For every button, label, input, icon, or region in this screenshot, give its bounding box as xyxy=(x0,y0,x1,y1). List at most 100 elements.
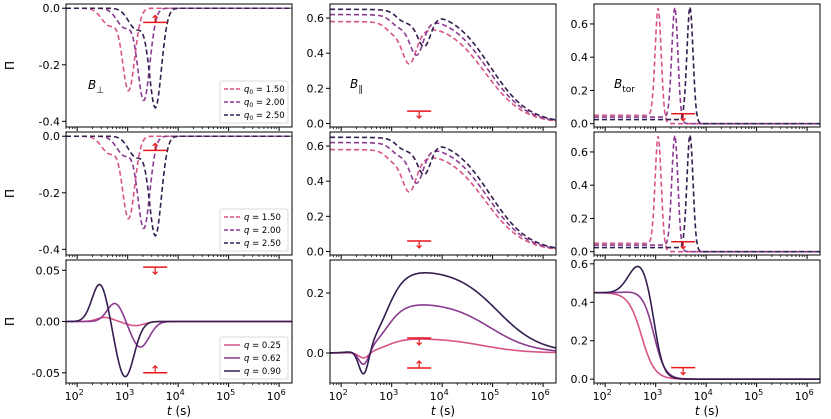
x-axis-label-var: t xyxy=(695,404,701,418)
y-tick-label: 0.0 xyxy=(571,246,589,259)
limit-marker-arrowhead xyxy=(680,245,687,250)
panel-label-sub: ∥ xyxy=(358,85,363,95)
x-tick-exponent: 6 xyxy=(809,388,814,397)
legend-r1: q = 1.50q = 2.00q = 2.50 xyxy=(219,208,289,252)
x-tick-label: 106 xyxy=(531,388,550,403)
legend-value: = 0.62 xyxy=(249,354,280,364)
legend-value: = 2.00 xyxy=(253,98,284,108)
legend-value: = 1.50 xyxy=(253,85,284,95)
x-tick-exponent: 5 xyxy=(494,388,499,397)
y-tick-label: 0.0 xyxy=(571,373,589,386)
y-tick-label: 0.05 xyxy=(36,264,61,277)
y-tick-label: 0.0 xyxy=(571,118,589,131)
y-tick-label: 0.0 xyxy=(43,2,61,15)
panel-label-main: B xyxy=(88,78,96,92)
panel-r1-c2: 0.0 0.2 0.4 0.6 xyxy=(571,131,821,259)
y-tick-label: 0.0 xyxy=(43,130,61,143)
x-axis-label: t (s) xyxy=(695,404,719,418)
x-tick-label: 106 xyxy=(795,388,814,403)
axes-frame xyxy=(329,131,557,256)
x-axis-label-var: t xyxy=(167,404,173,418)
series-line-1 xyxy=(594,291,820,380)
legend-r0: q0 = 1.50 q0 = 2.00 q 0 = 2.50 xyxy=(219,80,289,124)
legend-entry: q = 2.00 xyxy=(244,226,281,236)
panel-label-sub: ⊥ xyxy=(96,86,104,96)
legend-r2: q = 0.25 q = 0.62 q = 0.90 xyxy=(219,336,289,380)
panel-label-main: B xyxy=(350,77,358,91)
series-line-2 xyxy=(594,134,820,253)
x-tick-label: 106 xyxy=(267,388,286,403)
y-tick-label: 0.2 xyxy=(307,210,325,223)
panel-label-sub: tor xyxy=(622,85,635,95)
x-tick-exponent: 3 xyxy=(393,388,398,397)
y-axis-label: Π xyxy=(3,61,17,70)
axes-frame xyxy=(593,259,821,384)
legend-box xyxy=(219,80,289,124)
x-tick-exponent: 6 xyxy=(545,388,550,397)
x-tick-label: 105 xyxy=(480,388,499,403)
legend-entry: q = 2.50 xyxy=(244,239,281,249)
panel-r0-c2: 0.0 0.2 0.4 0.6 Btor xyxy=(571,3,821,131)
legend-var: q xyxy=(244,239,250,249)
series-line-2 xyxy=(594,265,820,380)
series-line-0 xyxy=(66,135,292,220)
limit-marker-arrowhead xyxy=(680,117,687,122)
legend-value: = 0.25 xyxy=(249,341,280,351)
legend-var: q xyxy=(244,367,250,377)
x-tick-exponent: 3 xyxy=(129,388,134,397)
y-tick-label: 0.2 xyxy=(571,84,589,97)
x-tick-label: 105 xyxy=(216,388,235,403)
series-line-2 xyxy=(66,135,292,238)
panel-r0-c1: 0.0 0.2 0.4 0.6 B∥ xyxy=(307,3,557,131)
series-line-0 xyxy=(330,20,556,122)
series-line-0 xyxy=(330,148,556,250)
y-tick-label: 0.6 xyxy=(571,258,589,271)
legend-value: = 2.50 xyxy=(249,239,280,249)
y-tick-label: -0.4 xyxy=(39,115,60,128)
x-tick-label: 102 xyxy=(329,388,348,403)
limit-marker-top-arrowhead xyxy=(416,342,423,346)
legend-var-sub: 0 xyxy=(249,102,253,109)
panel-r1-c0: 0.0 -0.2 -0.4 Π xyxy=(3,130,293,259)
axes-frame xyxy=(593,131,821,256)
x-tick-label: 102 xyxy=(593,388,612,403)
axes-frame xyxy=(65,131,293,256)
legend-entry: q = 0.90 xyxy=(244,367,281,377)
legend-box xyxy=(219,336,289,380)
y-axis-label: Π xyxy=(3,317,17,326)
x-tick-label: 103 xyxy=(379,388,398,403)
legend-entry: q = 0.25 xyxy=(244,341,281,351)
y-tick-label: 0.4 xyxy=(571,179,589,192)
y-tick-label: 0.2 xyxy=(571,212,589,225)
y-tick-label: 0.0 xyxy=(307,245,325,258)
legend-entry: q0 = 2.00 xyxy=(244,98,285,109)
legend-value: = 2.50 xyxy=(253,111,284,121)
y-tick-label: 0.6 xyxy=(307,12,325,25)
y-tick-label: 0.4 xyxy=(571,51,589,64)
x-tick-label: 104 xyxy=(166,388,185,403)
axes-frame xyxy=(593,3,821,128)
series-line-0 xyxy=(594,136,820,253)
y-tick-label: 0.6 xyxy=(307,140,325,153)
legend-var: q xyxy=(244,111,250,121)
x-tick-exponent: 5 xyxy=(758,388,763,397)
panel-r2-c1: 0.2 0.0 102 103 104 105 106 t (s) xyxy=(307,259,557,418)
series-line-1 xyxy=(594,7,820,125)
panel-r1-c1: 0.0 0.2 0.4 0.6 xyxy=(307,131,557,259)
y-tick-label: 0.2 xyxy=(307,82,325,95)
legend-value: = 1.50 xyxy=(249,213,280,223)
y-tick-label: -0.4 xyxy=(39,243,60,256)
limit-marker-arrowhead xyxy=(416,360,423,364)
y-tick-label: -0.05 xyxy=(32,367,60,380)
x-axis-label: t (s) xyxy=(431,404,455,418)
legend-entry: q0 = 1.50 xyxy=(244,85,285,96)
series-line-2 xyxy=(66,7,292,110)
panel-label-main: B xyxy=(614,77,622,91)
legend-var: q xyxy=(244,226,250,236)
legend-var: q xyxy=(244,85,250,95)
panel-label: B∥ xyxy=(350,77,363,95)
x-tick-label: 104 xyxy=(430,388,449,403)
limit-marker-arrowhead xyxy=(152,14,159,19)
x-tick-exponent: 4 xyxy=(444,388,449,397)
series-line-0 xyxy=(594,8,820,125)
